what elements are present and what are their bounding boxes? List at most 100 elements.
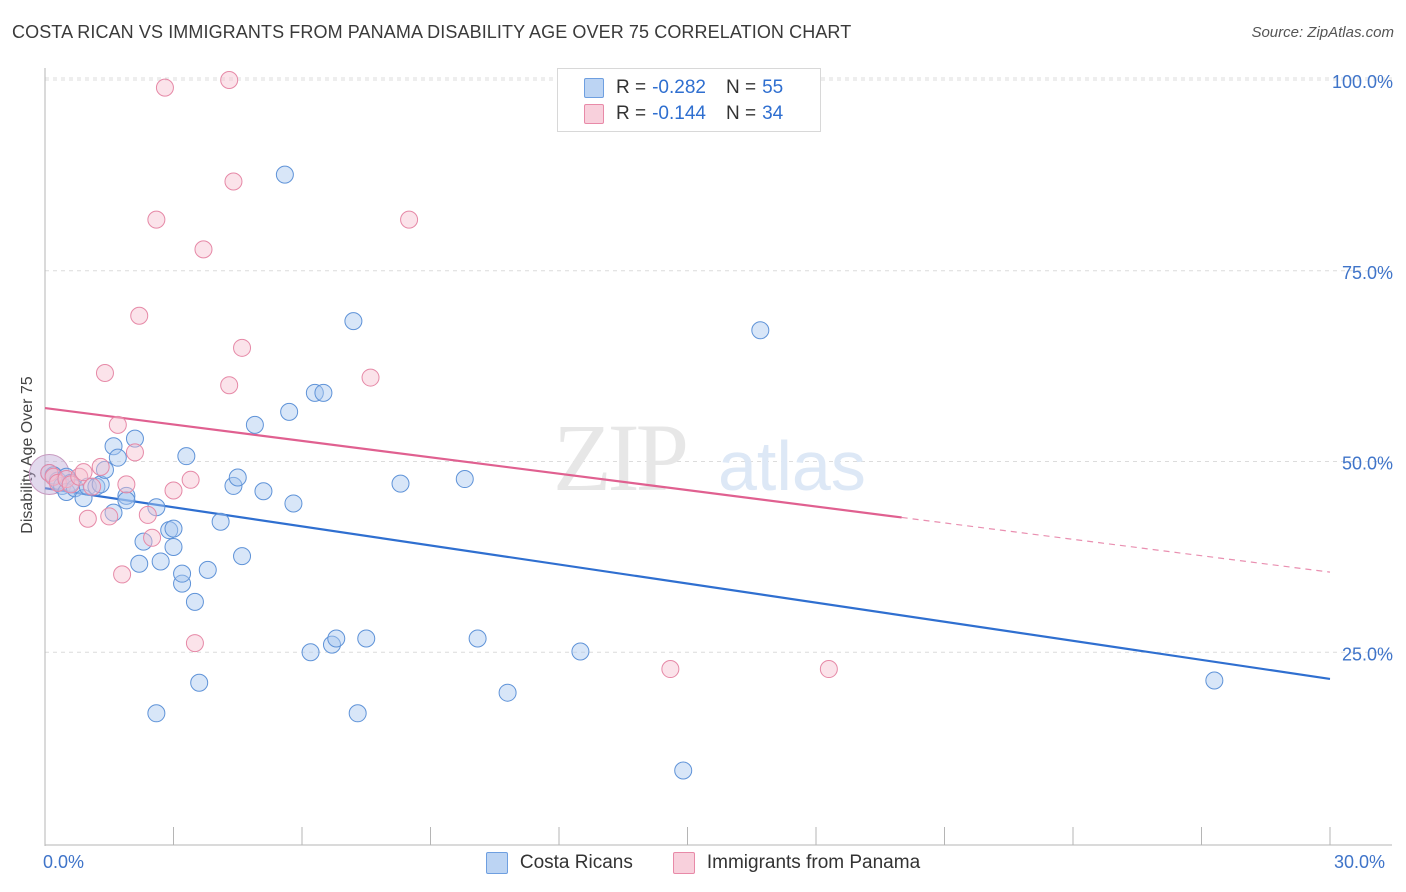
legend-swatch-blue: [584, 78, 604, 98]
point-costa-rican: [104, 437, 123, 456]
point-costa-rican: [284, 494, 303, 513]
y-tick-label: 100.0%: [1332, 72, 1393, 92]
point-panama: [220, 376, 239, 395]
gridlines: [45, 77, 1392, 653]
point-costa-rican: [1205, 671, 1224, 690]
point-panama: [224, 172, 243, 191]
legend-row-panama: R = -0.144 N = 34: [584, 103, 783, 125]
point-costa-rican: [314, 383, 333, 402]
legend-n-value: 34: [762, 103, 784, 124]
point-panama: [138, 505, 157, 524]
legend-swatch-pink: [584, 104, 604, 124]
x-tick-label-max: 30.0%: [1334, 852, 1386, 872]
point-panama: [400, 210, 419, 229]
point-panama: [48, 473, 67, 492]
point-panama: [661, 660, 680, 679]
point-costa-rican: [117, 491, 136, 510]
point-costa-rican: [164, 519, 183, 538]
y-tick-label: 50.0%: [1342, 454, 1393, 474]
trend-lines: [44, 406, 1331, 681]
point-panama: [78, 509, 97, 528]
trend-line-panama: [44, 406, 902, 519]
point-costa-rican: [357, 629, 376, 648]
legend-r-value: -0.144: [652, 103, 706, 124]
point-costa-rican: [301, 643, 320, 662]
point-costa-rican: [327, 629, 346, 648]
point-costa-rican: [254, 482, 273, 501]
point-costa-rican: [151, 552, 170, 571]
data-points: [28, 71, 1224, 780]
point-costa-rican: [173, 564, 192, 583]
point-panama: [194, 240, 213, 259]
legend-label-costa-ricans: Costa Ricans: [519, 852, 633, 873]
point-panama: [113, 565, 132, 584]
point-costa-rican: [280, 402, 299, 421]
trend-line-panama-extrapolated: [901, 516, 1331, 573]
point-costa-rican: [571, 642, 590, 661]
legend-r-value: -0.282: [652, 77, 706, 98]
legend-swatch-costa-ricans: [485, 852, 508, 874]
point-costa-rican: [455, 470, 474, 489]
point-costa-rican: [108, 448, 127, 467]
point-costa-rican: [177, 447, 196, 466]
point-costa-rican: [173, 574, 192, 593]
point-panama: [181, 470, 200, 489]
x-tick-label-min: 0.0%: [43, 852, 85, 872]
point-costa-rican: [125, 429, 144, 448]
legend-row-costa-rican: R = -0.282 N = 55: [584, 77, 783, 99]
point-panama: [83, 477, 102, 496]
y-tick-labels: 25.0% 50.0% 75.0% 100.0%: [1332, 72, 1393, 664]
point-panama: [125, 443, 144, 462]
point-panama: [91, 457, 110, 476]
y-tick-label: 75.0%: [1342, 263, 1393, 283]
correlation-legend: R = -0.282 N = 55 R = -0.144 N = 34: [557, 68, 821, 132]
point-costa-rican: [147, 704, 166, 723]
point-costa-rican: [233, 547, 252, 566]
point-panama: [233, 338, 252, 357]
source-label: Source: ZipAtlas.com: [1251, 24, 1394, 41]
point-costa-rican: [185, 592, 204, 611]
point-panama: [819, 660, 838, 679]
point-costa-rican: [164, 537, 183, 556]
watermark: ZIP atlas: [553, 404, 866, 511]
point-costa-rican: [751, 321, 770, 340]
point-panama: [74, 463, 93, 482]
point-costa-rican: [228, 468, 247, 487]
point-panama: [108, 415, 127, 434]
point-panama: [143, 528, 162, 547]
chart-title: COSTA RICAN VS IMMIGRANTS FROM PANAMA DI…: [12, 22, 852, 42]
point-costa-rican: [498, 683, 517, 702]
point-costa-rican: [190, 673, 209, 692]
legend-n-value: 55: [762, 77, 784, 98]
point-costa-rican: [224, 476, 243, 495]
point-panama: [100, 507, 119, 526]
legend-r-label: R =: [616, 77, 647, 98]
point-panama: [220, 71, 239, 89]
point-panama: [147, 210, 166, 229]
axes: [44, 68, 1392, 846]
legend-n-label: N =: [725, 77, 757, 98]
point-costa-rican: [674, 761, 693, 780]
point-panama: [361, 368, 380, 387]
point-costa-rican: [391, 474, 410, 493]
point-costa-rican: [348, 704, 367, 723]
legend-swatch-panama: [672, 852, 695, 874]
point-costa-rican: [468, 629, 487, 648]
legend-n-label: N =: [725, 103, 757, 124]
point-costa-rican: [245, 415, 264, 434]
legend-r-label: R =: [616, 103, 647, 124]
point-panama: [130, 306, 149, 325]
legend-label-panama: Immigrants from Panama: [706, 852, 921, 873]
point-costa-rican: [134, 532, 153, 551]
legend-item-panama[interactable]: Immigrants from Panama: [672, 852, 921, 874]
y-tick-label: 25.0%: [1342, 644, 1393, 664]
point-panama: [164, 481, 183, 500]
point-costa-rican: [130, 554, 149, 573]
point-costa-rican: [198, 560, 217, 579]
watermark-atlas: atlas: [718, 427, 866, 505]
point-costa-rican: [211, 512, 230, 531]
legend-item-costa-ricans[interactable]: Costa Ricans: [485, 852, 633, 874]
trend-line-costa-rican: [44, 487, 1331, 681]
point-costa-rican: [275, 165, 294, 184]
